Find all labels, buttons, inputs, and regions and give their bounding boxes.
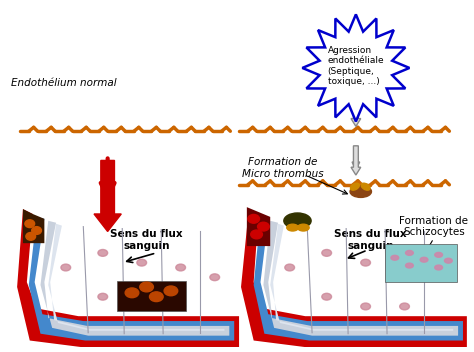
Polygon shape [302,14,410,121]
Ellipse shape [285,264,294,271]
Polygon shape [247,207,270,246]
Ellipse shape [257,222,269,231]
Ellipse shape [361,303,371,310]
Ellipse shape [140,282,154,292]
Polygon shape [385,244,457,282]
Ellipse shape [137,303,146,310]
Ellipse shape [420,257,428,262]
Ellipse shape [322,293,331,300]
Ellipse shape [361,183,370,190]
Polygon shape [29,217,234,340]
Ellipse shape [61,264,71,271]
Ellipse shape [406,251,413,255]
Polygon shape [17,209,239,347]
Ellipse shape [400,264,410,271]
Polygon shape [118,281,185,311]
Polygon shape [48,224,225,331]
FancyArrow shape [94,161,121,232]
Ellipse shape [361,259,371,266]
Ellipse shape [391,255,399,260]
Ellipse shape [32,227,41,234]
Ellipse shape [164,286,178,296]
Polygon shape [40,221,229,336]
Ellipse shape [284,213,311,228]
Ellipse shape [287,224,299,231]
FancyArrow shape [351,146,361,175]
Polygon shape [254,217,463,340]
Text: Endothélium normal: Endothélium normal [11,77,117,88]
Ellipse shape [350,183,359,190]
Ellipse shape [350,186,372,197]
Text: Formation de
Schizocytes: Formation de Schizocytes [399,216,468,237]
Ellipse shape [435,265,443,270]
Polygon shape [270,224,453,331]
Text: Agression
endothéliale
(Septique,
toxique, ...): Agression endothéliale (Septique, toxiqu… [328,46,384,86]
Ellipse shape [248,214,259,223]
Ellipse shape [322,250,331,256]
Ellipse shape [251,230,263,239]
Ellipse shape [98,250,108,256]
Polygon shape [241,209,467,347]
Text: Sens du flux
sanguin: Sens du flux sanguin [110,230,183,251]
Polygon shape [23,209,45,243]
Text: Formation de
Micro thrombus: Formation de Micro thrombus [242,157,324,179]
Ellipse shape [298,224,309,231]
FancyArrow shape [351,97,361,126]
Ellipse shape [125,288,139,298]
Ellipse shape [435,252,443,257]
Ellipse shape [210,274,219,281]
Ellipse shape [176,264,185,271]
Ellipse shape [445,258,452,263]
Ellipse shape [400,303,410,310]
Ellipse shape [137,259,146,266]
Ellipse shape [149,292,163,302]
Ellipse shape [26,232,36,240]
Ellipse shape [25,220,35,228]
Polygon shape [264,221,458,336]
Ellipse shape [434,274,444,281]
Text: Sens du flux
sanguin: Sens du flux sanguin [334,230,407,251]
Ellipse shape [406,263,413,268]
Ellipse shape [176,303,185,310]
Ellipse shape [98,293,108,300]
